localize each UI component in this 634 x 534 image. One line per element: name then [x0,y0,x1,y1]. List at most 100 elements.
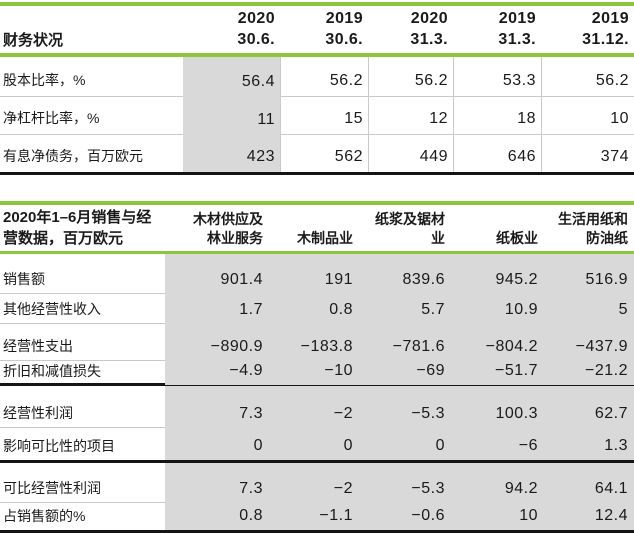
table-cell: 1.7 [165,294,269,324]
table-cell: 62.7 [544,386,634,428]
column-header: 2019 31.12. [541,6,634,53]
top-green-rule [0,2,634,6]
table-cell: 15 [280,97,368,135]
table-cell: −890.9 [165,324,269,361]
financial-position-table: 财务状况 2020 30.6. 2019 30.6. 2020 31.3. 20… [0,2,634,175]
date-label: 31.3. [498,31,536,48]
table-title: 2020年1–6月销售与经 营数据，百万欧元 [3,209,152,247]
column-header: 木材供应及 林业服务 [193,211,263,246]
row-label: 股本比率，% [0,57,183,97]
table-cell: 0 [165,428,269,460]
table-cell: −21.2 [544,361,634,385]
column-header: 2020 31.3. [368,6,453,53]
financial-position-header: 财务状况 2020 30.6. 2019 30.6. 2020 31.3. 20… [0,6,634,53]
table-cell: 516.9 [544,254,634,294]
table-cell: −781.6 [359,324,451,361]
table-row: 占销售额的% 0.8 −1.1 −0.6 10 12.4 [0,503,634,530]
table-row: 其他经营性收入 1.7 0.8 5.7 10.9 5 [0,294,634,324]
table-cell: 11 [183,97,280,135]
table-cell: 191 [269,254,359,294]
table-cell: −1.1 [269,503,359,530]
table-cell: 0.8 [269,294,359,324]
row-label: 折旧和减值损失 [3,363,101,379]
table-row: 经营性利润 7.3 −2 −5.3 100.3 62.7 [0,386,634,428]
table-cell: 53.3 [453,57,541,97]
year-label: 2019 [325,10,363,27]
table-cell: 562 [280,135,368,172]
table-cell: −2 [269,463,359,503]
table-cell: 10 [451,503,544,530]
table-cell: 100.3 [451,386,544,428]
table-cell: −2 [269,386,359,428]
column-header: 纸板业 [496,230,538,246]
section-green-rule [0,201,634,205]
row-label: 经营性利润 [0,386,165,428]
table-row: 可比经营性利润 7.3 −2 −5.3 94.2 64.1 [0,463,634,503]
table-row: 折旧和减值损失 −4.9 −10 −69 −51.7 −21.2 [0,361,634,385]
table-cell: −437.9 [544,324,634,361]
table-cell: 12.4 [544,503,634,530]
row-label: 净杠杆比率，% [0,97,183,135]
table-cell: 0 [269,428,359,460]
table-cell: 374 [541,135,634,172]
column-header: 2019 30.6. [280,6,368,53]
table-cell: 10 [541,97,634,135]
year-label: 2020 [410,10,448,27]
table-cell: 56.2 [541,57,634,97]
table-cell: 0.8 [165,503,269,530]
table-cell: 18 [453,97,541,135]
sales-operating-table: 2020年1–6月销售与经 营数据，百万欧元 木材供应及 林业服务 木制品业 纸… [0,201,634,533]
column-header: 纸浆及锯材 业 [375,211,445,246]
row-label: 经营性支出 [0,324,165,361]
row-label: 可比经营性利润 [0,463,165,503]
table-cell: 5.7 [359,294,451,324]
table-cell: 901.4 [165,254,269,294]
table-cell: −4.9 [165,361,269,385]
date-label: 31.12. [582,31,629,48]
year-label: 2019 [498,10,536,27]
table-row: 经营性支出 −890.9 −183.8 −781.6 −804.2 −437.9 [0,324,634,361]
table-cell: 56.2 [280,57,368,97]
table-cell: 423 [183,135,280,172]
year-label: 2019 [591,10,629,27]
section-divider [0,460,634,463]
table-cell: 56.4 [183,57,280,97]
year-label: 2020 [237,10,275,27]
table-cell: 945.2 [451,254,544,294]
table-cell: 646 [453,135,541,172]
row-label: 销售额 [0,254,165,294]
column-header: 2020 30.6. [183,6,280,53]
table-title: 财务状况 [3,32,64,49]
table-cell: 1.3 [544,428,634,460]
table-cell: −183.8 [269,324,359,361]
header-green-rule [0,53,634,57]
table-row: 销售额 901.4 191 839.6 945.2 516.9 [0,254,634,294]
table-cell: 94.2 [451,463,544,503]
table-cell: −10 [269,361,359,385]
table-cell: −51.7 [451,361,544,385]
date-label: 30.6. [237,31,275,48]
financial-position-body: 股本比率，% 56.4 56.2 56.2 53.3 56.2 净杠杆比率，% … [0,57,634,175]
column-header: 木制品业 [297,230,353,246]
table-cell: 839.6 [359,254,451,294]
column-header: 2019 31.3. [453,6,541,53]
row-label: 有息净债务，百万欧元 [3,148,143,164]
header-green-rule [0,251,634,254]
table-cell: −804.2 [451,324,544,361]
table-cell: 0 [359,428,451,460]
table-cell: −6 [451,428,544,460]
table-bottom-rule [0,530,634,533]
table-cell: 12 [368,97,453,135]
date-label: 31.3. [410,31,448,48]
table-cell: 5 [544,294,634,324]
row-label: 其他经营性收入 [0,294,165,324]
table-cell: −5.3 [359,386,451,428]
table-cell: 7.3 [165,386,269,428]
row-label: 占销售额的% [3,508,86,524]
sales-operating-body: 销售额 901.4 191 839.6 945.2 516.9 其他经营性收入 … [0,254,634,533]
date-label: 30.6. [325,31,363,48]
table-cell: −5.3 [359,463,451,503]
row-label: 影响可比性的项目 [3,438,115,454]
table-cell: 64.1 [544,463,634,503]
